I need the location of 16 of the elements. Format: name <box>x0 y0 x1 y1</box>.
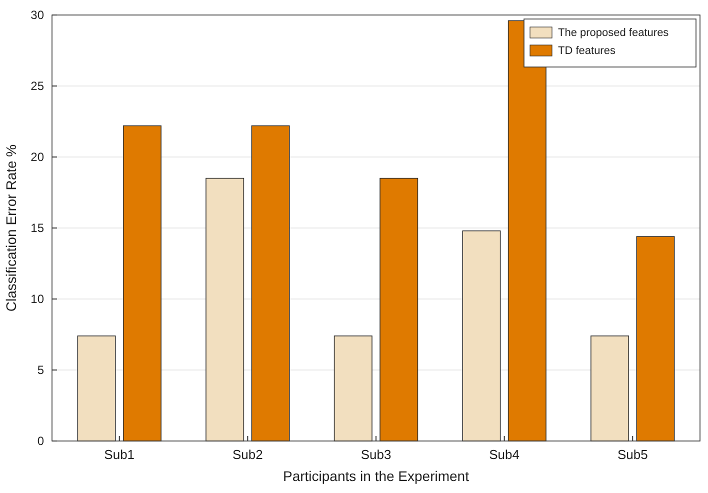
x-tick-label: Sub4 <box>489 447 520 462</box>
y-tick-label: 20 <box>30 150 44 164</box>
y-tick-label: 5 <box>37 363 44 378</box>
x-axis-title: Participants in the Experiment <box>283 468 470 484</box>
y-tick-label: 30 <box>30 8 44 22</box>
legend-label: TD features <box>558 45 616 57</box>
legend-label: The proposed features <box>558 27 670 39</box>
y-tick-label: 0 <box>37 434 44 448</box>
x-tick-label: Sub3 <box>360 447 392 462</box>
y-tick-label: 15 <box>30 221 44 236</box>
y-tick-label: 10 <box>30 292 44 306</box>
x-tick-label: Sub1 <box>104 447 135 462</box>
x-tick-label: Sub5 <box>617 447 648 462</box>
x-tick-label: Sub2 <box>232 447 263 462</box>
y-tick-label: 25 <box>30 79 44 94</box>
y-axis-title: Classification Error Rate % <box>3 144 19 312</box>
